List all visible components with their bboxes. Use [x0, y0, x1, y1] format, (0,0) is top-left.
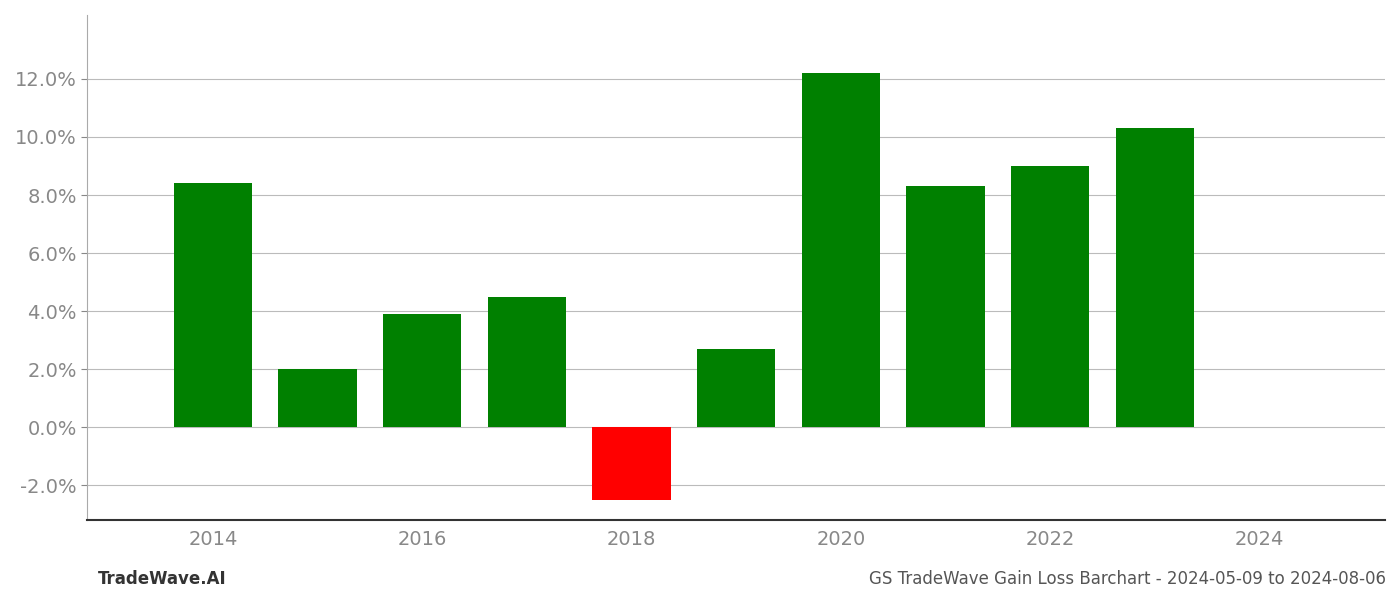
Bar — [1116, 128, 1194, 427]
Bar — [802, 73, 881, 427]
Bar — [384, 314, 462, 427]
Bar — [1011, 166, 1089, 427]
Bar — [906, 187, 984, 427]
Text: GS TradeWave Gain Loss Barchart - 2024-05-09 to 2024-08-06: GS TradeWave Gain Loss Barchart - 2024-0… — [869, 570, 1386, 588]
Bar — [592, 427, 671, 500]
Bar — [487, 296, 566, 427]
Bar — [279, 369, 357, 427]
Bar — [697, 349, 776, 427]
Text: TradeWave.AI: TradeWave.AI — [98, 570, 227, 588]
Bar — [174, 184, 252, 427]
